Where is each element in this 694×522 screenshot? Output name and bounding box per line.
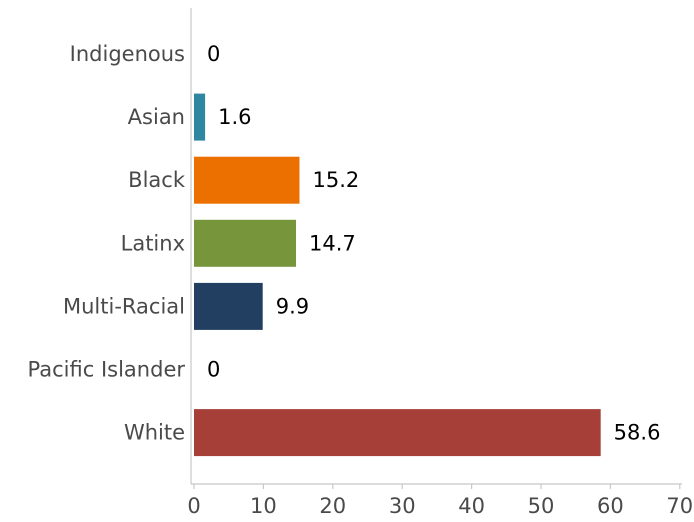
bar-multi-racial [194, 282, 263, 330]
bar-white [194, 409, 601, 457]
bar-latinx [194, 219, 297, 267]
x-tick-label-60: 60 [597, 494, 624, 518]
x-tick-label-30: 30 [389, 494, 416, 518]
value-label-black: 15.2 [312, 168, 359, 192]
axes: 0 10 20 30 40 50 60 70 [187, 8, 693, 518]
category-label-white: White [124, 421, 185, 445]
x-tick-label-40: 40 [458, 494, 485, 518]
value-label-indigenous: 0 [207, 42, 220, 66]
value-label-asian: 1.6 [218, 105, 251, 129]
value-label-latinx: 14.7 [309, 231, 356, 255]
bar-black [194, 156, 300, 204]
value-label-multi-racial: 9.9 [276, 294, 309, 318]
value-labels: 0 1.6 15.2 14.7 9.9 0 58.6 [207, 42, 660, 445]
category-label-multi-racial: Multi-Racial [63, 294, 185, 318]
category-label-asian: Asian [128, 105, 185, 129]
category-label-latinx: Latinx [121, 231, 185, 255]
category-label-pacific-islander: Pacific Islander [28, 358, 186, 382]
x-tick-label-50: 50 [528, 494, 555, 518]
bars-layer [194, 93, 601, 457]
x-tick-label-20: 20 [319, 494, 346, 518]
category-label-indigenous: Indigenous [70, 42, 185, 66]
x-tick-label-0: 0 [187, 494, 200, 518]
value-label-pacific-islander: 0 [207, 358, 220, 382]
bar-asian [194, 93, 206, 141]
x-tick-label-70: 70 [666, 494, 693, 518]
category-labels: Indigenous Asian Black Latinx Multi-Racial Pa… [28, 42, 186, 445]
value-label-white: 58.6 [614, 421, 661, 445]
x-tick-label-10: 10 [250, 494, 277, 518]
category-label-black: Black [128, 168, 186, 192]
